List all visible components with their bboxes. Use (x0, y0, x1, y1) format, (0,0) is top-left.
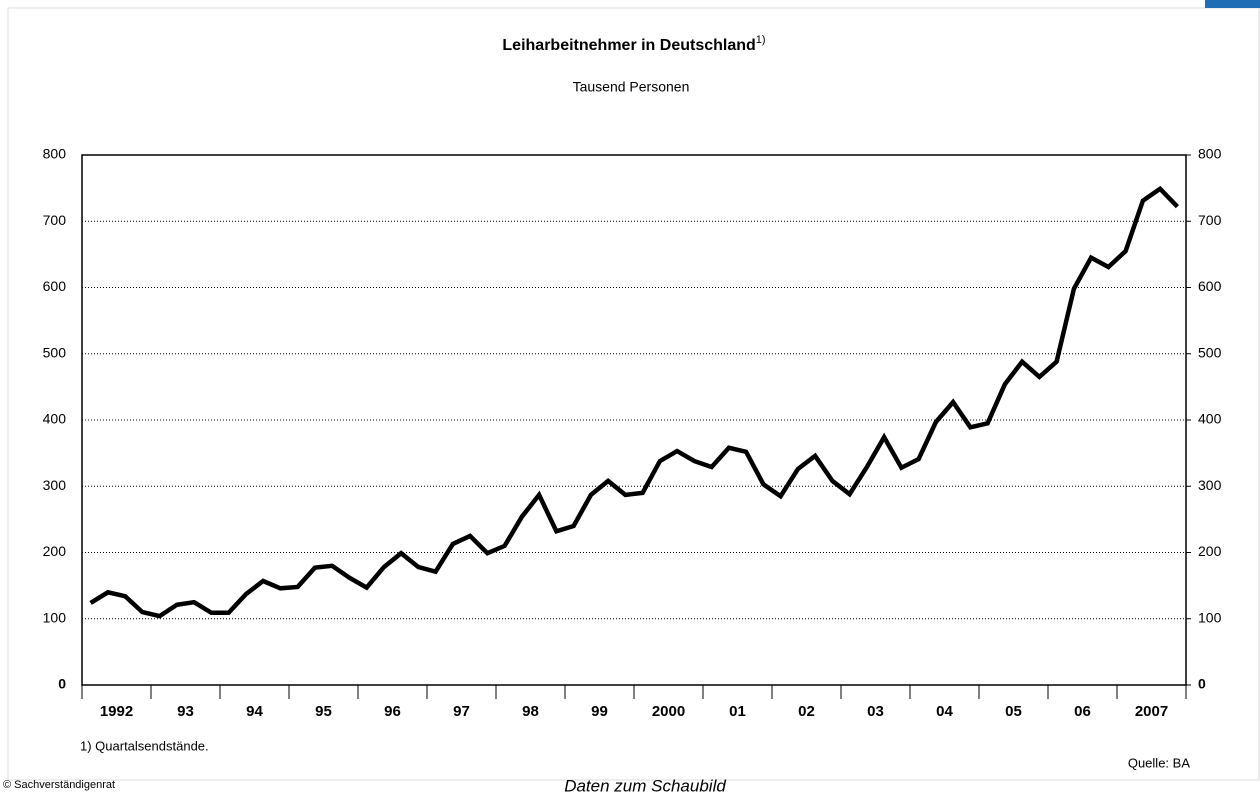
y2-tick-label: 200 (1198, 543, 1222, 559)
x-tick-label: 05 (1005, 703, 1022, 720)
x-tick-label: 96 (384, 703, 401, 720)
y2-tick-label: 800 (1198, 146, 1222, 162)
y-tick-label: 100 (43, 609, 67, 625)
x-tick-label: 94 (246, 703, 263, 720)
y-tick-label: 0 (58, 676, 66, 692)
y-tick-label: 500 (43, 344, 67, 360)
data-link[interactable]: Daten zum Schaubild (564, 776, 726, 795)
x-tick-label: 95 (315, 703, 332, 720)
y-tick-label: 700 (43, 212, 67, 228)
title-note: 1) (756, 34, 766, 46)
y2-tick-label: 400 (1198, 411, 1222, 427)
x-tick-label: 99 (591, 703, 608, 720)
x-tick-label: 03 (867, 703, 884, 720)
y2-tick-label: 0 (1198, 676, 1206, 692)
x-tick-label: 2000 (652, 703, 685, 720)
title-text: Leiharbeitnehmer in Deutschland (502, 37, 755, 54)
source: Quelle: BA (1128, 755, 1190, 770)
y-tick-label: 600 (43, 278, 67, 294)
x-tick-label: 04 (936, 703, 953, 720)
y-tick-label: 400 (43, 411, 67, 427)
y-tick-label: 800 (43, 146, 67, 162)
y2-tick-label: 300 (1198, 477, 1222, 493)
y-tick-label: 300 (43, 477, 67, 493)
x-tick-label: 98 (522, 703, 539, 720)
data-line (89, 185, 1180, 619)
y2-tick-label: 700 (1198, 212, 1222, 228)
chart-title: Leiharbeitnehmer in Deutschland1) (502, 34, 765, 54)
x-tick-label: 1992 (100, 703, 133, 720)
x-tick-label: 02 (798, 703, 815, 720)
y2-tick-label: 500 (1198, 344, 1222, 360)
copyright: © Sachverständigenrat (3, 779, 115, 791)
y-tick-label: 200 (43, 543, 67, 559)
footnote: 1) Quartalsendstände. (80, 738, 209, 753)
x-tick-label: 01 (729, 703, 746, 720)
y2-tick-label: 600 (1198, 278, 1222, 294)
x-tick-label: 97 (453, 703, 470, 720)
x-tick-label: 2007 (1135, 703, 1168, 720)
x-tick-label: 06 (1074, 703, 1091, 720)
subtitle: Tausend Personen (573, 79, 690, 95)
y2-tick-label: 100 (1198, 609, 1222, 625)
x-tick-label: 93 (177, 703, 194, 720)
corner-tab (1205, 0, 1260, 8)
